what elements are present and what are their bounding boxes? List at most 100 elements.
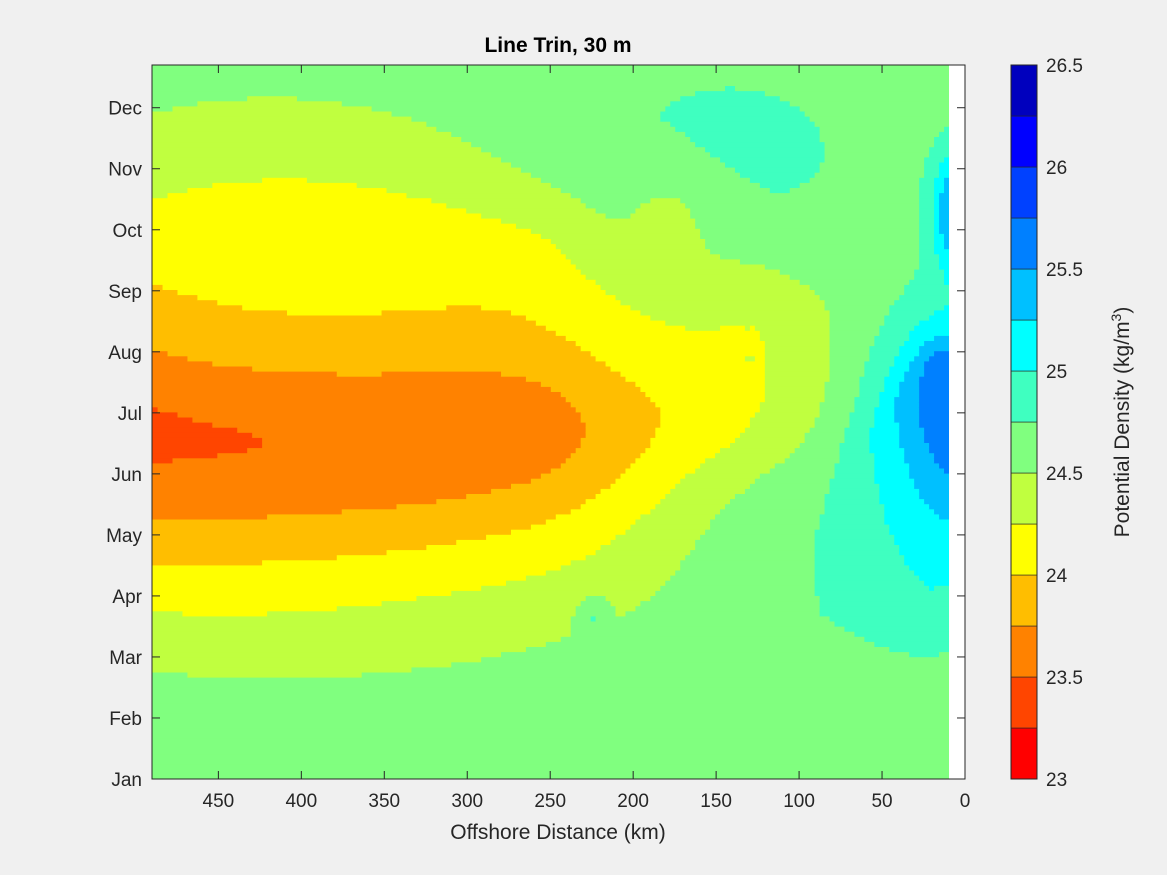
- contour-cell: [152, 452, 218, 459]
- contour-cell: [525, 575, 671, 581]
- contour-cell: [181, 610, 268, 617]
- contour-cell: [898, 345, 920, 352]
- contour-cell: [918, 243, 935, 250]
- contour-cell: [843, 626, 950, 632]
- contour-cell: [828, 483, 880, 489]
- contour-cell: [873, 340, 905, 347]
- contour-cell: [570, 615, 591, 622]
- contour-cell: [510, 483, 611, 489]
- contour-cell: [918, 207, 935, 214]
- contour-cell: [152, 274, 586, 280]
- contour-cell: [933, 136, 950, 143]
- x-tick-label: 300: [451, 791, 483, 812]
- contour-cell: [152, 391, 561, 398]
- contour-cell: [251, 365, 611, 372]
- colorbar-segment: [1010, 217, 1038, 270]
- contour-cell: [898, 432, 925, 438]
- contour-cell: [654, 427, 745, 433]
- contour-cell: [152, 202, 447, 209]
- contour-cell: [152, 467, 551, 474]
- contour-cell: [166, 350, 591, 357]
- contour-cell: [823, 141, 935, 148]
- contour-cell: [530, 172, 740, 178]
- contour-cell: [918, 391, 950, 398]
- contour-cell: [724, 161, 820, 168]
- contour-cell: [565, 253, 721, 260]
- contour-cell: [933, 508, 950, 515]
- contour-cell: [599, 284, 810, 290]
- colorbar-tick-label: 26: [1046, 158, 1067, 179]
- x-axis-label: Offshore Distance (km): [450, 821, 666, 844]
- contour-cell: [152, 416, 193, 423]
- contour-cell: [938, 167, 950, 173]
- contour-cell: [823, 503, 885, 510]
- contour-cell: [152, 513, 268, 520]
- contour-cell: [739, 258, 920, 265]
- contour-cell: [828, 330, 880, 336]
- colorbar-tick-label: 25.5: [1046, 260, 1083, 281]
- contour-cell: [152, 738, 950, 744]
- contour-cell: [878, 488, 920, 494]
- contour-cell: [659, 116, 810, 122]
- contour-cell: [923, 340, 950, 347]
- contour-cell: [818, 518, 885, 525]
- contour-cell: [868, 432, 900, 438]
- contour-cell: [152, 671, 188, 678]
- contour-cell: [659, 498, 730, 505]
- contour-cell: [853, 631, 950, 637]
- contour-cell: [152, 269, 581, 275]
- contour-cell: [933, 585, 950, 591]
- contour-cell: [823, 146, 930, 153]
- contour-cell: [669, 121, 815, 127]
- contour-cell: [152, 350, 168, 357]
- colorbar-segment: [1010, 166, 1038, 219]
- contour-cell: [833, 473, 875, 479]
- contour-cell: [814, 580, 925, 586]
- contour-cell: [540, 233, 701, 239]
- contour-cell: [152, 697, 950, 704]
- contour-cell: [749, 177, 810, 183]
- contour-cell: [152, 483, 511, 489]
- contour-cell: [809, 177, 920, 183]
- contour-cell: [903, 289, 950, 296]
- contour-cell: [410, 116, 661, 122]
- contour-cell: [943, 304, 950, 311]
- contour-cell: [550, 386, 641, 392]
- contour-cell: [152, 411, 178, 418]
- contour-cell: [883, 381, 900, 387]
- contour-cell: [883, 386, 900, 392]
- contour-cell: [545, 641, 875, 647]
- contour-cell: [152, 427, 238, 433]
- contour-cell: [565, 335, 760, 341]
- contour-cell: [938, 161, 950, 168]
- contour-cell: [918, 320, 950, 326]
- contour-cell: [694, 223, 920, 229]
- contour-cell: [843, 437, 870, 443]
- contour-cell: [754, 411, 820, 418]
- contour-cell: [799, 442, 840, 449]
- y-tick-label: Oct: [112, 221, 142, 242]
- contour-cell: [699, 462, 775, 469]
- contour-cell: [152, 197, 432, 204]
- contour-cell: [585, 427, 656, 433]
- contour-cell: [341, 508, 571, 515]
- contour-cell: [918, 411, 950, 418]
- contour-cell: [719, 253, 920, 260]
- contour-cell: [152, 707, 950, 714]
- contour-cell: [918, 212, 935, 219]
- contour-cell: [943, 177, 950, 183]
- contour-cell: [152, 712, 950, 719]
- contour-cell: [216, 299, 621, 306]
- contour-cell: [152, 371, 337, 377]
- contour-cell: [823, 498, 880, 505]
- contour-cell: [814, 569, 915, 576]
- contour-cell: [814, 534, 895, 540]
- contour-cell: [838, 447, 870, 454]
- contour-cell: [873, 335, 910, 341]
- colorbar-tick-label: 25: [1046, 362, 1067, 383]
- contour-cell: [152, 743, 950, 749]
- contour-cell: [938, 202, 950, 209]
- contour-cell: [883, 376, 905, 382]
- contour-cell: [823, 386, 860, 392]
- contour-cell: [152, 524, 531, 530]
